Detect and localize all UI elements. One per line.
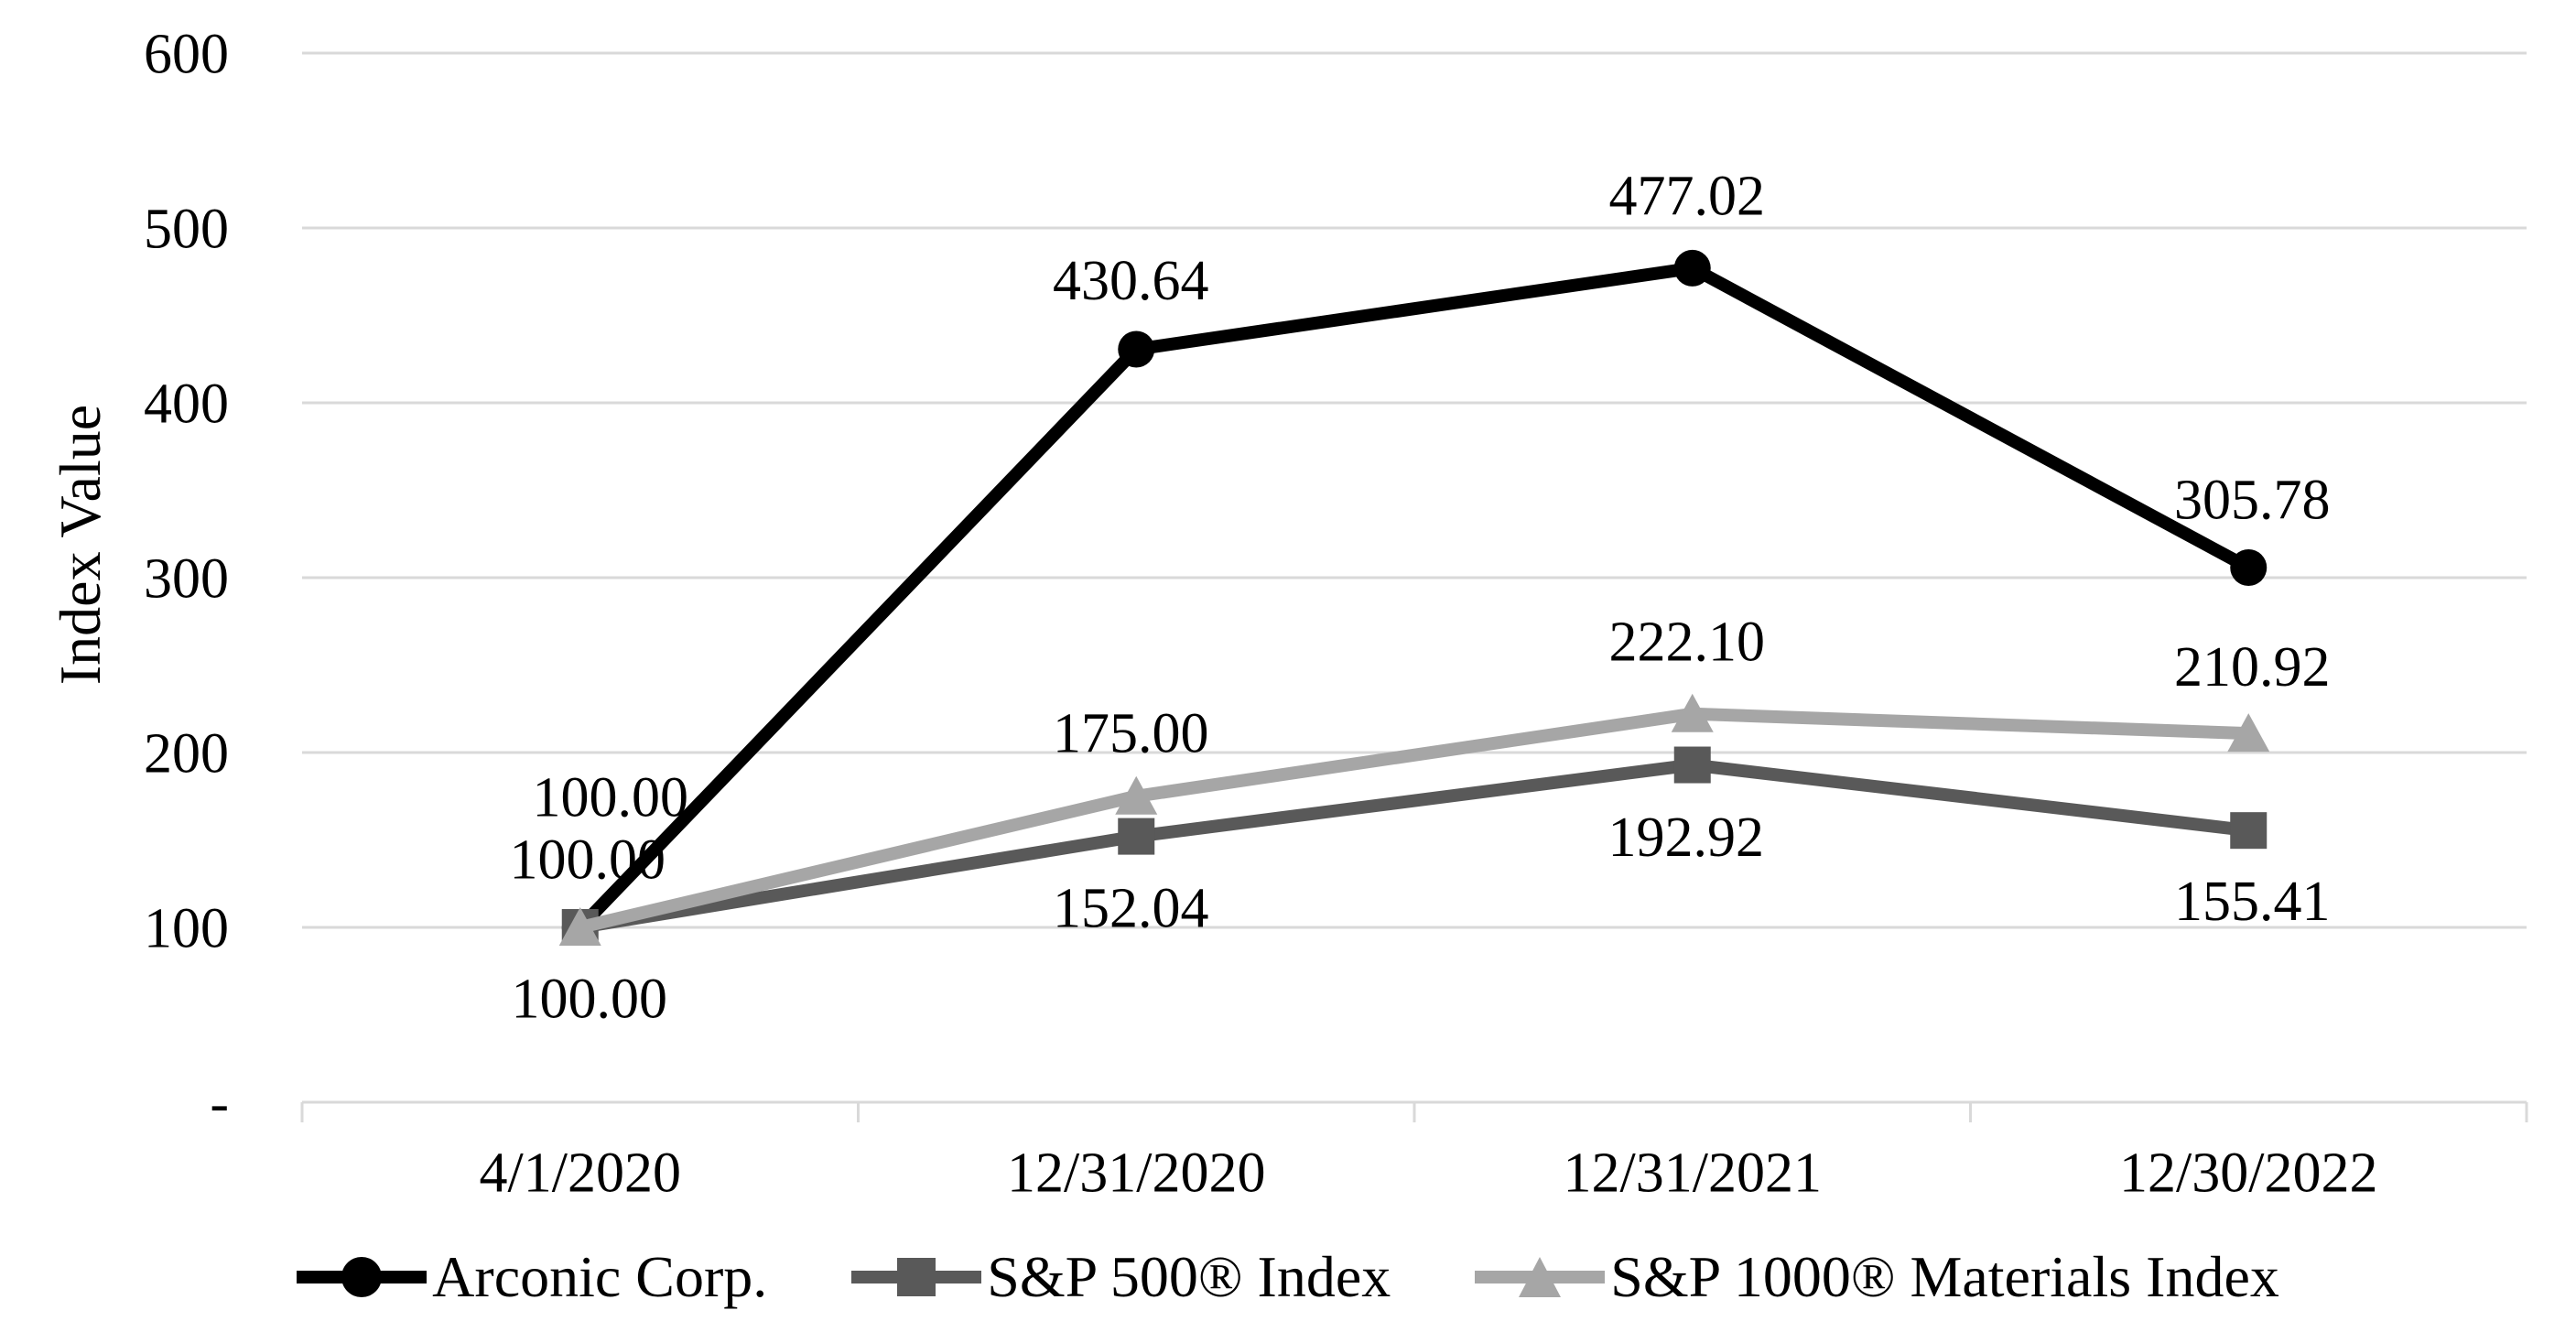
data-label: 155.41 <box>2174 871 2331 933</box>
y-axis-title: Index Value <box>48 404 113 686</box>
x-tick-label: 12/31/2021 <box>1564 1143 1822 1205</box>
data-label: 100.00 <box>533 767 689 829</box>
y-tick-label: 100 <box>144 898 229 960</box>
x-tick-label: 12/30/2022 <box>2119 1143 2377 1205</box>
data-point-triangle <box>558 907 601 946</box>
y-tick-label: - <box>210 1073 229 1135</box>
data-label: 175.00 <box>1053 702 1209 764</box>
data-label: 430.64 <box>1053 250 1209 312</box>
data-point-square <box>2230 812 2268 850</box>
data-label: 100.00 <box>510 829 666 892</box>
data-label: 152.04 <box>1053 877 1209 939</box>
legend-label: S&P 1000® Materials Index <box>1610 1244 2279 1309</box>
data-label: 192.92 <box>1608 807 1765 869</box>
series-line-square <box>579 758 2250 934</box>
data-label: 222.10 <box>1609 611 1766 673</box>
legend-item-sp500: S&P 500® Index <box>851 1243 1391 1311</box>
legend-label: S&P 500® Index <box>987 1244 1391 1309</box>
y-tick-label: 300 <box>144 548 229 611</box>
data-label: 305.78 <box>2174 470 2331 532</box>
x-tick-label: 12/31/2020 <box>1007 1143 1265 1205</box>
y-tick-label: 500 <box>144 199 229 261</box>
data-point-circle <box>1118 330 1155 368</box>
data-label: 210.92 <box>2174 636 2331 699</box>
circle-marker-icon <box>297 1257 428 1297</box>
data-point-triangle <box>1671 693 1714 732</box>
legend-item-arconic: Arconic Corp. <box>297 1243 767 1311</box>
series-line-circle <box>575 261 2252 932</box>
data-label: 477.02 <box>1609 166 1766 228</box>
data-point-triangle <box>2227 713 2270 753</box>
triangle-marker-icon <box>1475 1257 1606 1297</box>
data-point-circle <box>1673 249 1711 287</box>
data-point-square <box>1118 818 1155 855</box>
x-tick-label: 4/1/2020 <box>480 1143 681 1205</box>
y-tick-label: 600 <box>144 24 229 86</box>
y-tick-label: 400 <box>144 374 229 436</box>
y-tick-label: 200 <box>144 723 229 785</box>
data-label: 100.00 <box>512 969 668 1031</box>
data-point-square <box>1673 746 1711 784</box>
data-point-circle <box>2230 548 2268 586</box>
data-point-triangle <box>1115 775 1158 815</box>
chart-legend: Arconic Corp. S&P 500® Index S&P 1000® M… <box>0 1243 2576 1311</box>
square-marker-icon <box>851 1258 982 1296</box>
series-line-triangle <box>579 707 2249 934</box>
legend-item-sp1000-materials: S&P 1000® Materials Index <box>1475 1243 2279 1311</box>
legend-label: Arconic Corp. <box>432 1244 768 1309</box>
